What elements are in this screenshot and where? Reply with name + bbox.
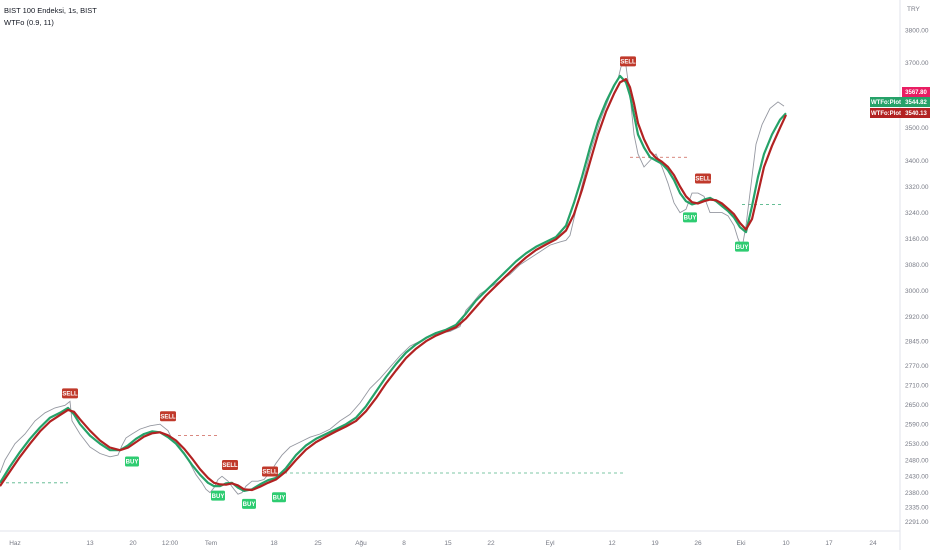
price-tick-label: 3700.00 xyxy=(905,60,929,67)
signal-label: SELL xyxy=(222,463,238,469)
series-tag-label: WTFo:Plot xyxy=(871,100,901,106)
price-tick-label: 2530.00 xyxy=(905,441,929,448)
price-line xyxy=(0,61,785,495)
price-tag-value: 3567.80 xyxy=(905,90,927,96)
time-tick-label: Tem xyxy=(205,540,217,547)
time-tick-label: 24 xyxy=(869,540,877,547)
price-tags: 3567.80 WTFo:Plot 3544.82 WTFo:Plot 3540.13 xyxy=(870,87,930,118)
time-tick-label: 26 xyxy=(694,540,702,547)
buy-signal xyxy=(683,212,697,223)
signal-label: BUY xyxy=(212,494,225,500)
price-tick-label: 2380.00 xyxy=(905,490,929,497)
sell-signal xyxy=(262,466,278,477)
price-tick-label: 3240.00 xyxy=(905,210,929,217)
sell-signal xyxy=(222,460,238,471)
time-tick-label: 12 xyxy=(608,540,616,547)
price-tick-label: 3400.00 xyxy=(905,158,929,165)
price-tick-label: 2430.00 xyxy=(905,474,929,481)
price-tag xyxy=(902,87,930,97)
signal-label: BUY xyxy=(684,216,697,222)
time-tick-label: 17 xyxy=(825,540,833,547)
series-tag-label: WTFo:Plot xyxy=(871,111,901,117)
price-tick-label: 2650.00 xyxy=(905,402,929,409)
sell-signal xyxy=(695,173,711,184)
buy-signal xyxy=(735,241,749,252)
symbol-title[interactable]: BIST 100 Endeksi, 1s, BIST xyxy=(4,6,97,15)
price-tag xyxy=(902,108,930,118)
currency-label: TRY xyxy=(907,6,920,13)
indicator-series xyxy=(0,74,787,492)
price-tick-label: 2335.00 xyxy=(905,505,929,512)
time-tick-label: 22 xyxy=(487,540,495,547)
price-tick-label: 2291.00 xyxy=(905,519,929,526)
sell-signal xyxy=(160,411,176,422)
time-tick-label: 25 xyxy=(314,540,322,547)
buy-signal xyxy=(272,492,286,503)
signal-markers: SELL SELL SELL SELL SELL SELL BUY BUY BUY BUY BUY B… xyxy=(62,56,749,509)
time-tick-label: 18 xyxy=(270,540,278,547)
time-axis[interactable]: Haz 13 20 12:00 Tem 18 25 Ağu 8 15 22 Eyl 12 19 26 Eki 1… xyxy=(9,540,877,547)
price-tag-value: 3544.82 xyxy=(905,100,927,106)
indicator-legend[interactable]: WTFo (0.9, 11) xyxy=(4,18,54,27)
price-tag xyxy=(902,97,930,107)
signal-label: BUY xyxy=(126,460,139,466)
fast-line xyxy=(0,74,787,492)
price-tick-label: 2710.00 xyxy=(905,382,929,389)
price-tick-label: 3800.00 xyxy=(905,28,929,35)
price-tick-label: 2770.00 xyxy=(905,363,929,370)
signal-label: SELL xyxy=(160,414,176,420)
price-tick-label: 3080.00 xyxy=(905,262,929,269)
price-tag-value: 3540.13 xyxy=(905,111,927,117)
price-tick-label: 3160.00 xyxy=(905,236,929,243)
signal-label: SELL xyxy=(262,470,278,476)
time-tick-label: Haz xyxy=(9,540,21,547)
price-tick-label: 2590.00 xyxy=(905,421,929,428)
signal-label: SELL xyxy=(62,392,78,398)
signal-label: SELL xyxy=(620,60,636,66)
price-tick-label: 3500.00 xyxy=(905,125,929,132)
buy-signal xyxy=(211,490,225,501)
signal-label: BUY xyxy=(243,502,256,508)
price-series xyxy=(0,61,785,495)
level-lines xyxy=(0,156,783,484)
time-tick-label: Eki xyxy=(736,540,745,547)
time-tick-label: Ağu xyxy=(355,540,367,547)
sell-signal xyxy=(62,388,78,399)
time-tick-label: 19 xyxy=(651,540,659,547)
time-tick-label: 13 xyxy=(86,540,94,547)
time-tick-label: 15 xyxy=(444,540,452,547)
price-tick-label: 2480.00 xyxy=(905,457,929,464)
signal-label: SELL xyxy=(695,177,711,183)
price-tick-label: 2920.00 xyxy=(905,314,929,321)
slow-line xyxy=(0,77,787,492)
time-tick-label: 8 xyxy=(402,540,406,547)
price-tick-label: 2845.00 xyxy=(905,338,929,345)
series-tag xyxy=(870,97,902,107)
buy-signal xyxy=(125,456,139,467)
time-tick-label: 10 xyxy=(782,540,790,547)
series-tag xyxy=(870,108,902,118)
price-tick-label: 3000.00 xyxy=(905,288,929,295)
time-tick-label: 12:00 xyxy=(162,540,179,547)
time-tick-label: Eyl xyxy=(545,540,555,547)
buy-signal xyxy=(242,498,256,509)
sell-signal xyxy=(620,56,636,67)
time-tick-label: 20 xyxy=(129,540,137,547)
signal-label: BUY xyxy=(273,496,286,502)
price-tick-label: 3320.00 xyxy=(905,184,929,191)
signal-label: BUY xyxy=(736,245,749,251)
